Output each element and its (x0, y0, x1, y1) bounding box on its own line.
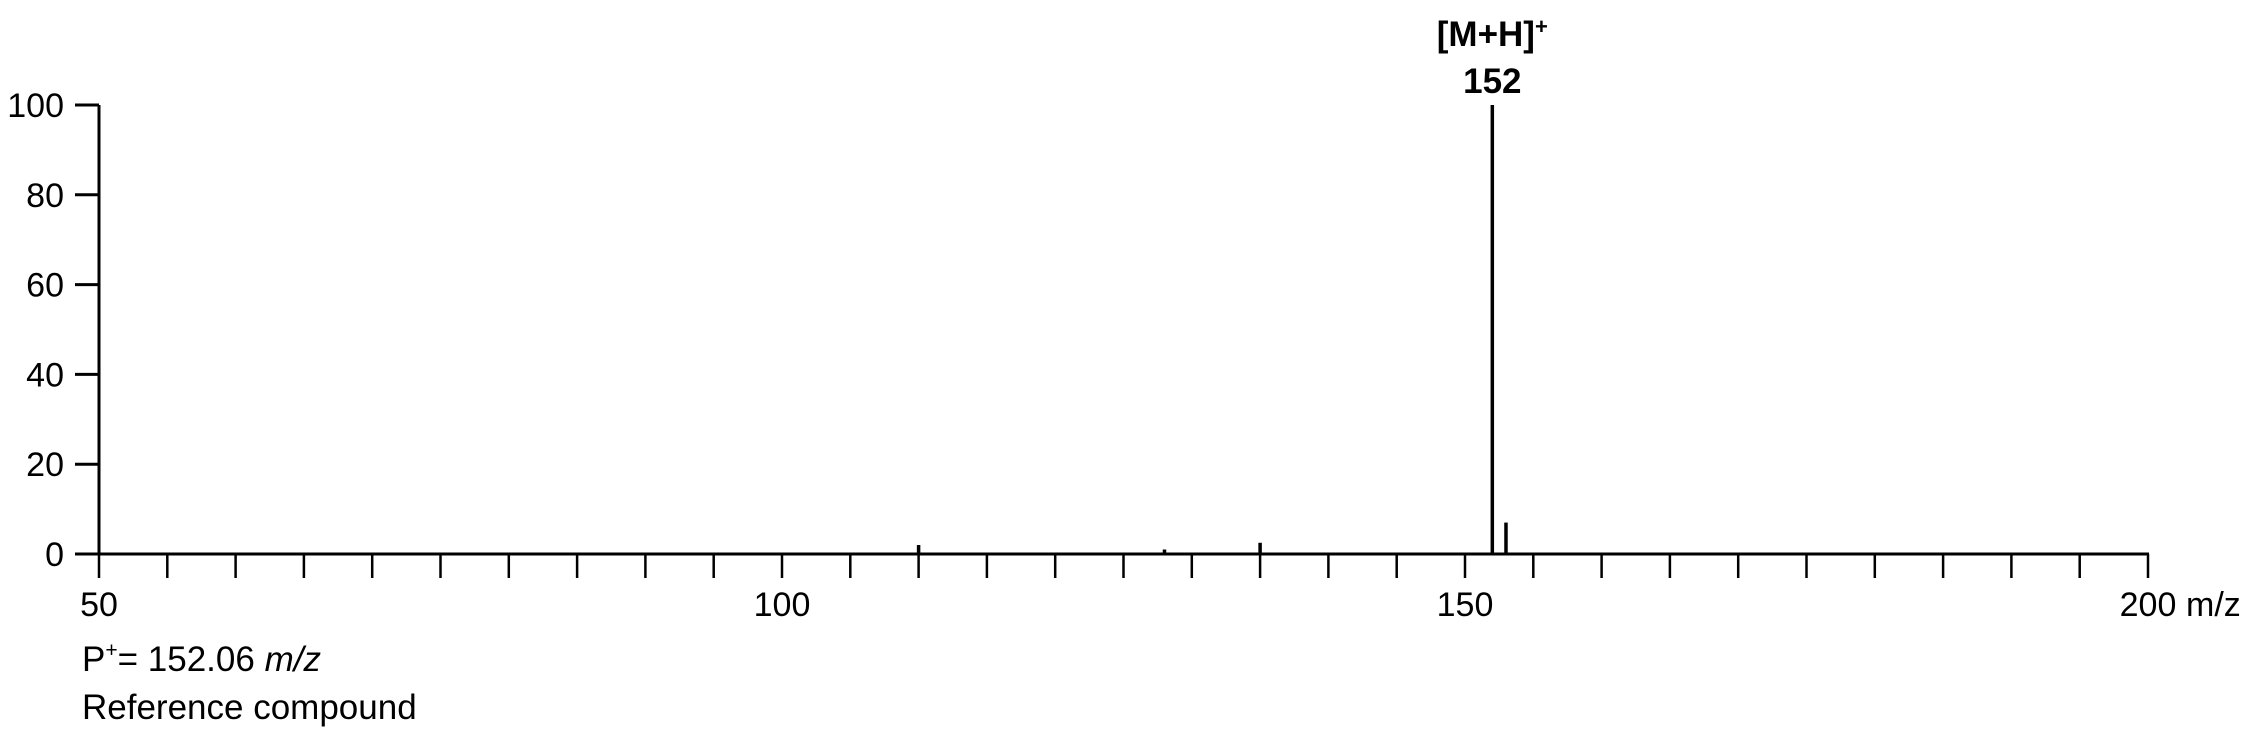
y-tick-label: 40 (26, 356, 64, 394)
peak-annotation-charge: + (1535, 14, 1548, 39)
x-tick-label: 200 (2120, 586, 2177, 624)
y-tick-label: 20 (26, 446, 64, 484)
precursor-prefix: P (82, 640, 106, 679)
peak-annotations: [M+H]+ 152 (1437, 14, 1548, 101)
x-tick-label: 100 (754, 586, 811, 624)
precursor-charge: + (105, 639, 118, 662)
y-tick-label: 80 (26, 177, 64, 215)
axes: 0 20 40 60 80 100 50 100 150 200 m/z (7, 87, 2241, 624)
x-tick-label: 150 (1437, 586, 1494, 624)
caption: Reference compound (82, 688, 417, 727)
peak-annotation-mz: 152 (1463, 62, 1521, 101)
peak-annotation-ion: [M+H]+ (1437, 14, 1548, 54)
precursor-value: = 152.06 (117, 640, 265, 679)
precursor-unit: m/z (264, 640, 321, 679)
peaks (916, 105, 1508, 554)
y-tick-label: 100 (7, 87, 64, 125)
precursor-info: P+= 152.06 m/z (82, 640, 321, 680)
y-tick-label: 60 (26, 267, 64, 305)
x-axis-unit-label: m/z (2186, 586, 2241, 624)
mass-spectrum-chart: 0 20 40 60 80 100 50 100 150 200 m/z [M+H]+ 152 (7, 14, 2241, 624)
x-tick-label: 50 (80, 586, 118, 624)
y-tick-label: 0 (45, 536, 64, 574)
